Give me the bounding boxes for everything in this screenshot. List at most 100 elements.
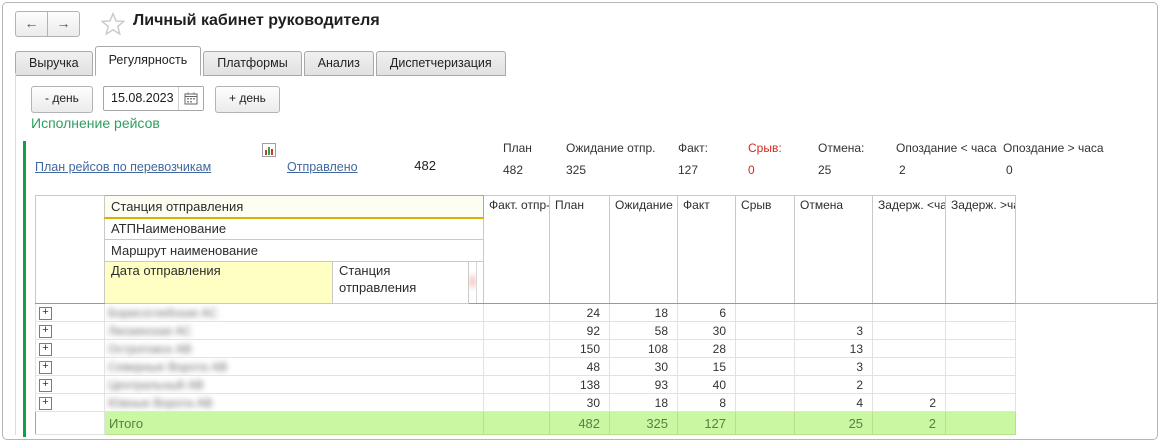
cell-failure[interactable] (735, 303, 796, 322)
cell-cancel[interactable]: 4 (794, 393, 874, 412)
col-header-failure[interactable]: Срыв (735, 195, 796, 304)
table-row[interactable]: Центральный АВ 138 93 40 2 (35, 375, 1017, 394)
cell-delay-over[interactable] (945, 357, 1017, 376)
cell-fact[interactable]: 6 (677, 303, 737, 322)
cell-cancel[interactable] (794, 303, 874, 322)
cell-plan[interactable]: 48 (549, 357, 611, 376)
cell-cancel[interactable]: 3 (794, 357, 874, 376)
plan-by-carriers-link[interactable]: План рейсов по перевозчикам (35, 160, 212, 174)
date-input[interactable]: 15.08.2023 (111, 91, 174, 105)
forward-button[interactable]: → (47, 11, 80, 37)
header-atp-name[interactable]: АТПНаименование (103, 217, 485, 240)
cell-fact[interactable]: 8 (677, 393, 737, 412)
stat-failure-value: 0 (748, 163, 755, 177)
report-chart-icon[interactable] (261, 142, 277, 163)
cell-failure[interactable] (735, 393, 796, 412)
total-fact: 127 (677, 411, 737, 435)
table-row[interactable]: Лискинская АС 92 58 30 3 (35, 321, 1017, 340)
stat-waiting-value: 325 (566, 163, 587, 177)
cell-plan[interactable]: 92 (549, 321, 611, 340)
cell-waiting[interactable]: 108 (609, 339, 679, 358)
expand-icon[interactable] (39, 342, 52, 356)
expand-icon[interactable] (39, 324, 52, 338)
cell-fact-departure[interactable] (483, 393, 551, 412)
col-header-delay-under[interactable]: Задерж. <часа (872, 195, 947, 304)
expand-icon[interactable] (39, 360, 52, 374)
table-row[interactable]: Острогожск АВ 150 108 28 13 (35, 339, 1017, 358)
cell-fact[interactable]: 40 (677, 375, 737, 394)
table-row[interactable]: Южные Ворота АВ 30 18 8 4 2 (35, 393, 1017, 412)
calendar-picker-button[interactable] (178, 87, 203, 110)
total-row[interactable]: Итого 482 325 127 25 2 (35, 411, 1017, 435)
cell-waiting[interactable]: 93 (609, 375, 679, 394)
expand-icon[interactable] (39, 306, 52, 320)
header-departure-date[interactable]: Дата отправления (104, 261, 333, 304)
table-row[interactable]: Северные Ворота АВ 48 30 15 3 (35, 357, 1017, 376)
header-route-name[interactable]: Маршрут наименование (103, 239, 485, 262)
col-header-waiting[interactable]: Ожидание (609, 195, 679, 304)
sent-link[interactable]: Отправлено (287, 160, 358, 174)
station-name: Борисоглебская АС (108, 305, 218, 320)
expand-icon[interactable] (39, 378, 52, 392)
back-button[interactable]: ← (15, 11, 48, 37)
cell-plan[interactable]: 30 (549, 393, 611, 412)
tab-analysis[interactable]: Анализ (303, 51, 374, 76)
cell-fact[interactable]: 30 (677, 321, 737, 340)
cell-plan[interactable]: 24 (549, 303, 611, 322)
cell-delay-over[interactable] (945, 393, 1017, 412)
stat-late-over-hour: Опоздание > часа 0 (1003, 141, 1123, 177)
cell-failure[interactable] (735, 375, 796, 394)
next-day-button[interactable]: + день (215, 86, 280, 113)
col-header-fact-departure[interactable]: Факт. отпр-е (483, 195, 551, 304)
cell-delay-under[interactable] (872, 339, 947, 358)
cell-fact-departure[interactable] (483, 303, 551, 322)
cell-fact-departure[interactable] (483, 321, 551, 340)
expand-icon[interactable] (39, 396, 52, 410)
stat-cancel-value: 25 (818, 163, 832, 177)
stat-fact: Факт: 127 (678, 141, 738, 177)
total-delay-over (945, 411, 1017, 435)
cell-delay-over[interactable] (945, 303, 1017, 322)
col-header-plan[interactable]: План (549, 195, 611, 304)
cell-failure[interactable] (735, 357, 796, 376)
col-header-delay-over[interactable]: Задерж. >часа (945, 195, 1017, 304)
cell-fact-departure[interactable] (483, 375, 551, 394)
tab-revenue[interactable]: Выручка (15, 51, 93, 76)
cell-plan[interactable]: 138 (549, 375, 611, 394)
cell-waiting[interactable]: 18 (609, 303, 679, 322)
tab-platforms[interactable]: Платформы (203, 51, 302, 76)
cell-waiting[interactable]: 18 (609, 393, 679, 412)
cell-failure[interactable] (735, 321, 796, 340)
col-header-fact[interactable]: Факт (677, 195, 737, 304)
col-header-cancel[interactable]: Отмена (794, 195, 874, 304)
cell-delay-under[interactable] (872, 321, 947, 340)
cell-delay-under[interactable] (872, 357, 947, 376)
cell-cancel[interactable]: 13 (794, 339, 874, 358)
date-field[interactable]: 15.08.2023 (103, 86, 204, 111)
cell-delay-under[interactable] (872, 375, 947, 394)
header-station-departure[interactable]: Станция отправления (103, 195, 485, 219)
header-station-departure-2[interactable]: Станция отправления (332, 261, 469, 304)
cell-cancel[interactable]: 3 (794, 321, 874, 340)
cell-failure[interactable] (735, 339, 796, 358)
tab-dispatching[interactable]: Диспетчеризация (375, 51, 506, 76)
cell-waiting[interactable]: 30 (609, 357, 679, 376)
cell-fact-departure[interactable] (483, 357, 551, 376)
stat-late-under-hour: Опоздание < часа 2 (896, 141, 1016, 177)
cell-fact[interactable]: 15 (677, 357, 737, 376)
table-row[interactable]: Борисоглебская АС 24 18 6 (35, 303, 1017, 322)
cell-delay-over[interactable] (945, 321, 1017, 340)
stat-late-over-hour-label: Опоздание > часа (1003, 141, 1104, 155)
cell-delay-under[interactable]: 2 (872, 393, 947, 412)
cell-plan[interactable]: 150 (549, 339, 611, 358)
cell-delay-under[interactable] (872, 303, 947, 322)
cell-waiting[interactable]: 58 (609, 321, 679, 340)
prev-day-button[interactable]: - день (31, 86, 93, 113)
cell-delay-over[interactable] (945, 339, 1017, 358)
favorite-star-icon[interactable] (100, 11, 126, 41)
cell-cancel[interactable]: 2 (794, 375, 874, 394)
tab-regularity[interactable]: Регулярность (94, 46, 202, 76)
cell-delay-over[interactable] (945, 375, 1017, 394)
cell-fact-departure[interactable] (483, 339, 551, 358)
cell-fact[interactable]: 28 (677, 339, 737, 358)
